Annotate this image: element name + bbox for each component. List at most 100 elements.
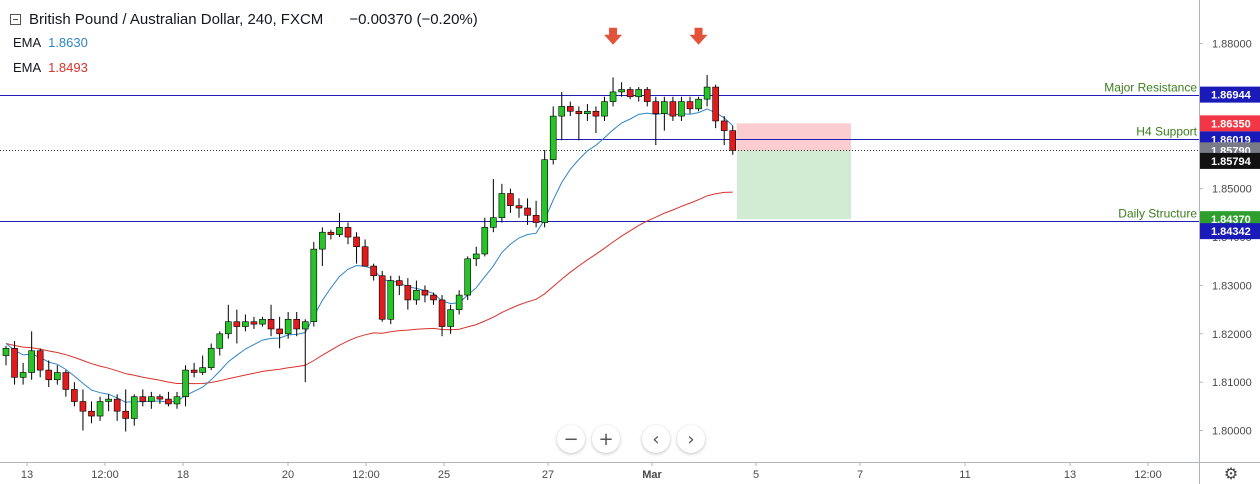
candle [472, 253, 480, 260]
down-arrow-icon [604, 27, 623, 45]
x-tick-label: 13 [1064, 469, 1076, 481]
candle [250, 321, 258, 325]
major-resistance-price-badge-bg [1200, 86, 1260, 103]
candle [165, 398, 172, 405]
zoom-out-button[interactable]: − [557, 425, 585, 453]
candle [438, 299, 446, 327]
x-tick-label: 12:00 [352, 469, 380, 481]
candle [156, 396, 164, 400]
candle [370, 265, 377, 277]
candle [190, 369, 198, 373]
collapse-legend-icon[interactable] [10, 13, 21, 25]
candle [712, 86, 719, 122]
candle [259, 318, 266, 325]
y-tick-label: 1.85000 [1212, 184, 1252, 196]
candle [455, 294, 463, 310]
zoom-in-button[interactable]: + [592, 425, 620, 453]
candle [327, 231, 335, 235]
down-arrow-icon [689, 27, 708, 45]
candle [301, 321, 309, 330]
candle [276, 328, 283, 335]
candle [686, 101, 694, 110]
x-tick-label: 18 [177, 469, 189, 481]
candle [669, 101, 677, 117]
candle [541, 159, 548, 223]
candle [45, 369, 53, 381]
indicator-value: 1.8493 [48, 60, 88, 75]
candle [233, 321, 241, 327]
candle [96, 401, 104, 417]
candle [336, 227, 343, 235]
candle [319, 231, 326, 250]
candle [387, 280, 395, 320]
candle [652, 101, 660, 114]
indicator-ema-fast[interactable]: EMA 1.8630 [13, 30, 478, 55]
x-tick-label: 11 [959, 469, 970, 481]
candle [53, 372, 61, 381]
candle [293, 318, 301, 330]
indicator-label: EMA [13, 60, 41, 75]
indicator-ema-slow[interactable]: EMA 1.8493 [13, 55, 478, 80]
candle [395, 280, 403, 286]
candle [404, 285, 412, 301]
x-tick-label: 12:00 [1134, 469, 1162, 481]
stop-price-badge: 1.86350 [1211, 118, 1251, 130]
candle [498, 193, 506, 218]
y-tick-label: 1.88000 [1212, 39, 1252, 51]
candle [19, 372, 27, 378]
level-label: H4 Support [1136, 125, 1197, 139]
candle [729, 130, 737, 151]
candles-group [2, 74, 737, 432]
y-tick-label: 1.81000 [1212, 377, 1252, 389]
level-label: Major Resistance [1104, 81, 1197, 95]
candle [558, 106, 566, 117]
candle [79, 401, 87, 412]
gear-icon[interactable]: ⚙ [1223, 463, 1239, 483]
y-tick-label: 1.82000 [1212, 329, 1252, 341]
candle [207, 348, 215, 368]
candle [182, 369, 189, 397]
current-price-badge: 1.85794 [1211, 156, 1252, 168]
candle [421, 289, 429, 296]
level-label: Daily Structure [1118, 207, 1197, 221]
candle [524, 207, 531, 216]
scroll-right-button[interactable]: › [677, 425, 705, 453]
ema-fast-line [5, 108, 734, 403]
candle [413, 289, 420, 301]
stop-price-badge-bg [1200, 115, 1260, 132]
candle [447, 309, 454, 327]
candle [242, 321, 249, 327]
stop-loss-zone [736, 123, 851, 151]
candle [618, 89, 625, 93]
candle [703, 86, 711, 100]
x-tick-label: 20 [282, 469, 294, 481]
candle [678, 101, 685, 117]
candle [720, 120, 728, 131]
candle [216, 333, 224, 349]
x-tick-label: 13 [21, 469, 33, 481]
candle [643, 89, 651, 102]
candle [199, 367, 206, 373]
candle [592, 110, 600, 117]
price-change: −0.00370 (−0.20%) [349, 10, 478, 28]
candle [635, 89, 643, 98]
candle [464, 258, 472, 296]
candle [430, 294, 437, 301]
candle [284, 318, 292, 335]
candle [173, 396, 181, 405]
scroll-left-button[interactable]: ‹ [642, 425, 670, 453]
current-price-badge-bg [1200, 152, 1260, 169]
x-tick-label: 7 [857, 469, 863, 481]
candle [105, 398, 112, 402]
candle [575, 110, 583, 114]
candle [378, 275, 386, 320]
candle [148, 396, 155, 402]
indicator-value: 1.8630 [48, 35, 88, 50]
candle [601, 101, 608, 117]
symbol-title: British Pound / Australian Dollar, 240, … [29, 10, 324, 28]
candle [626, 89, 634, 98]
daily-structure-price-badge: 1.84342 [1211, 226, 1251, 238]
candle [361, 246, 369, 267]
